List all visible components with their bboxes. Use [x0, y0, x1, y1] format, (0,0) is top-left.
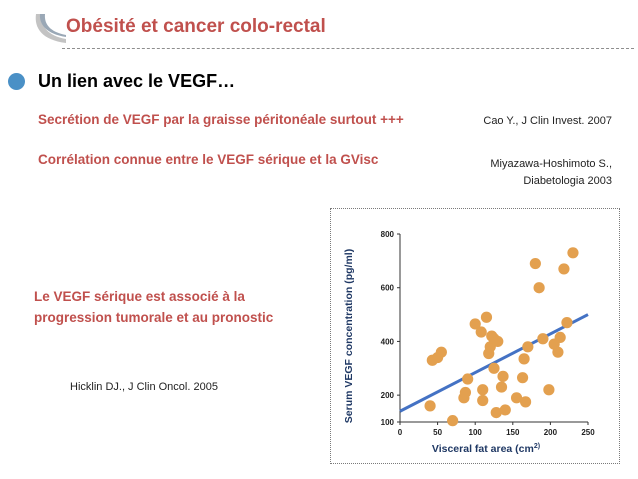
data-point	[518, 353, 530, 365]
data-point	[510, 392, 523, 404]
x-tick-label: 250	[581, 428, 595, 437]
data-point	[477, 384, 489, 396]
data-point	[499, 404, 511, 416]
data-point	[488, 362, 500, 374]
title-divider	[62, 48, 634, 49]
data-point	[516, 372, 529, 384]
y-tick-label: 400	[381, 337, 395, 346]
prognosis-claim: Le VEGF sérique est associé à la progres…	[34, 289, 274, 325]
reference-cao: Cao Y., J Clin Invest. 2007	[483, 115, 612, 127]
reference-miyazawa: Miyazawa-Hoshimoto S., Diabetologia 2003	[490, 156, 612, 190]
data-point	[552, 346, 564, 358]
x-axis-title-superscript: 2)	[534, 443, 540, 450]
data-point	[469, 318, 481, 330]
y-tick-label: 100	[381, 418, 395, 427]
reference-miyazawa-authors: Miyazawa-Hoshimoto S.,	[490, 158, 612, 170]
bullet-dot-icon	[8, 73, 25, 90]
x-tick-label: 100	[469, 428, 483, 437]
data-point	[533, 282, 545, 294]
x-axis-title: Visceral fat area (cm2)	[432, 443, 540, 455]
chart-frame	[330, 208, 620, 464]
x-tick-label: 200	[544, 428, 558, 437]
chart-marks: 100 200 400 600 800 0 50 100 150 200 250	[381, 230, 596, 437]
data-point	[459, 386, 472, 399]
vegf-scatter-chart: 100 200 400 600 800 0 50 100 150 200 250 Serum VEG…	[343, 230, 596, 455]
data-point	[477, 394, 489, 407]
point-serum-correlation: Corrélation connue entre le VEGF sérique…	[38, 152, 379, 167]
data-point	[447, 415, 459, 427]
x-tick-label: 50	[433, 428, 442, 437]
slide-title: Obésité et cancer colo-rectal	[66, 16, 326, 37]
data-point	[558, 263, 570, 275]
data-point	[475, 326, 487, 338]
y-tick-label: 200	[381, 391, 395, 400]
x-axis-title-main: Visceral fat area (cm	[432, 443, 534, 455]
data-point	[497, 370, 509, 382]
data-point	[492, 335, 504, 348]
data-point	[480, 311, 493, 323]
y-tick-label: 800	[381, 230, 395, 239]
data-point	[543, 384, 555, 396]
y-axis-title: Serum VEGF concentration (pg/ml)	[343, 249, 355, 423]
data-point	[567, 247, 579, 259]
data-point	[424, 400, 436, 412]
data-point	[435, 346, 447, 358]
point-peritoneal-secretion: Secrétion de VEGF par la graisse périton…	[38, 112, 404, 127]
x-tick-label: 0	[398, 428, 403, 437]
y-tick-label: 600	[381, 284, 395, 293]
data-point	[554, 331, 566, 343]
main-bullet: Un lien avec le VEGF…	[38, 71, 236, 91]
reference-miyazawa-journal: Diabetologia 2003	[523, 175, 612, 187]
data-point	[529, 257, 541, 270]
x-tick-label: 150	[506, 428, 520, 437]
data-point	[462, 373, 474, 385]
title-swoosh-logo	[35, 14, 66, 43]
data-point	[519, 396, 532, 408]
reference-hicklin: Hicklin DJ., J Clin Oncol. 2005	[70, 381, 218, 393]
data-point	[561, 317, 573, 329]
data-point	[522, 341, 534, 353]
data-point	[495, 381, 508, 393]
data-point	[537, 333, 549, 345]
data-point	[490, 407, 502, 419]
